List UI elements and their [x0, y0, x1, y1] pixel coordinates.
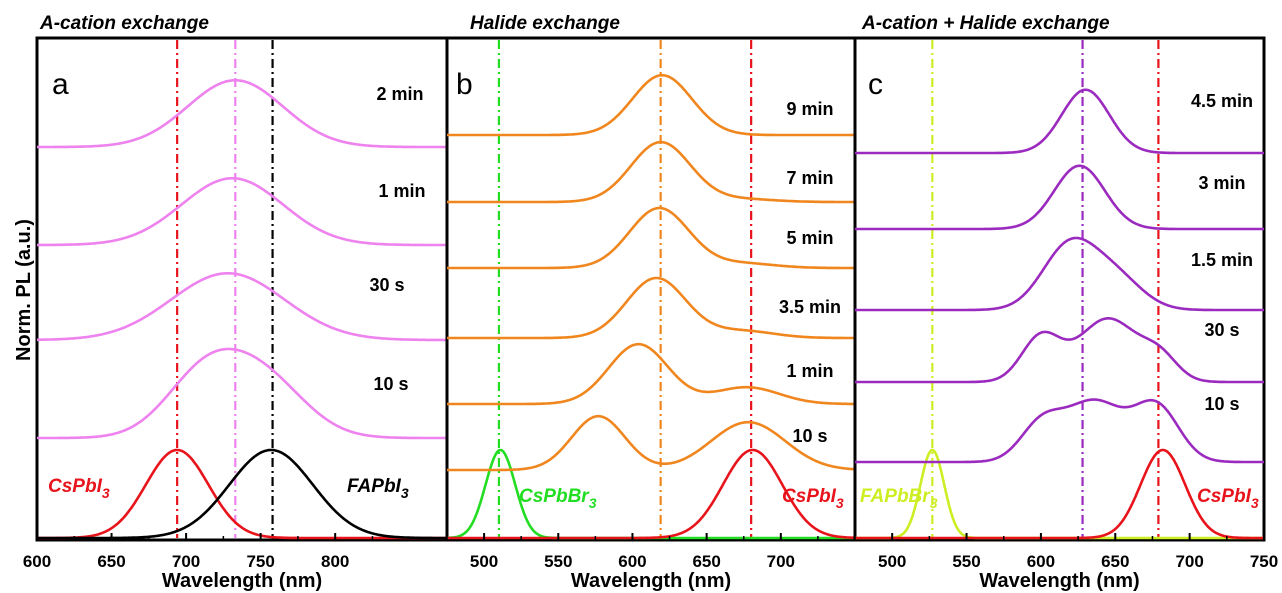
x-tick-label-c-3: 650 — [1101, 552, 1129, 571]
time-label-b-0: 10 s — [792, 426, 827, 446]
reference-label-c-0: FAPbBr3 — [860, 486, 938, 511]
panel-a: A-cation exchange a CsPbI3 FAPbI3 10 s 30 s 1 … — [23, 13, 449, 592]
x-tick-label-b-4: 700 — [767, 552, 795, 571]
x-tick-label-c-1: 550 — [952, 552, 980, 571]
time-label-b-4: 7 min — [786, 168, 833, 188]
y-axis-label: Norm. PL (a.u.) — [13, 219, 35, 361]
panel-letter-c: c — [868, 68, 883, 101]
x-tick-label-a-0: 600 — [23, 552, 51, 571]
reference-label-b-1: CsPbI3 — [782, 486, 844, 511]
spectrum-trace-a-0 — [37, 347, 447, 440]
spectrum-trace-b-1 — [447, 342, 855, 406]
panel-title-c: A-cation + Halide exchange — [861, 13, 1110, 34]
panel-title-a: A-cation exchange — [39, 13, 209, 34]
x-tick-label-b-0: 500 — [470, 552, 498, 571]
reference-label-a-0: CsPbI3 — [48, 476, 110, 501]
x-tick-label-b-3: 650 — [692, 552, 720, 571]
spectrum-trace-c-4 — [855, 88, 1264, 155]
x-tick-label-a-2: 700 — [172, 552, 200, 571]
spectrum-trace-c-1 — [855, 317, 1264, 384]
time-label-a-3: 2 min — [376, 84, 423, 104]
spectrum-trace-b-5 — [447, 73, 855, 137]
spectrum-trace-c-3 — [855, 164, 1264, 231]
time-label-c-1: 30 s — [1204, 320, 1239, 340]
x-tick-label-c-5: 750 — [1250, 552, 1278, 571]
panel-c: A-cation + Halide exchange c FAPbBr3 CsPbI3… — [853, 13, 1278, 592]
x-tick-label-a-3: 750 — [246, 552, 274, 571]
reference-spectrum-b-1 — [447, 448, 855, 540]
x-axis-label-c: Wavelength (nm) — [979, 570, 1139, 592]
x-tick-label-a-4: 800 — [321, 552, 349, 571]
panel-b: Halide exchange b CsPbBr3 CsPbI3 10 s 1 min 3.… — [445, 13, 857, 592]
time-label-c-2: 1.5 min — [1191, 250, 1253, 270]
spectrum-trace-a-3 — [37, 79, 447, 149]
time-label-a-0: 10 s — [373, 374, 408, 394]
spectrum-trace-c-2 — [855, 236, 1264, 312]
spectrum-trace-c-0 — [855, 398, 1264, 464]
x-tick-label-b-1: 550 — [544, 552, 572, 571]
x-tick-label-c-0: 500 — [878, 552, 906, 571]
x-tick-label-c-2: 600 — [1027, 552, 1055, 571]
x-axis-label-b: Wavelength (nm) — [571, 570, 731, 592]
panel-title-b: Halide exchange — [470, 13, 620, 34]
spectrum-trace-a-2 — [37, 177, 447, 247]
reference-label-a-1: FAPbI3 — [347, 476, 409, 501]
spectrum-trace-b-3 — [447, 206, 855, 270]
time-label-a-2: 1 min — [378, 181, 425, 201]
reference-label-b-0: CsPbBr3 — [519, 486, 597, 511]
reference-spectrum-a-1 — [37, 448, 447, 540]
x-tick-label-b-2: 600 — [618, 552, 646, 571]
time-label-b-5: 9 min — [786, 99, 833, 119]
time-label-c-4: 4.5 min — [1191, 91, 1253, 111]
spectrum-trace-b-0 — [447, 414, 855, 472]
panel-letter-b: b — [456, 68, 473, 101]
time-label-b-1: 1 min — [786, 361, 833, 381]
panel-letter-a: a — [52, 68, 69, 101]
spectrum-trace-b-2 — [447, 276, 855, 340]
x-tick-label-c-4: 700 — [1175, 552, 1203, 571]
spectrum-trace-b-4 — [447, 140, 855, 204]
reference-label-c-1: CsPbI3 — [1197, 486, 1259, 511]
time-label-b-3: 5 min — [786, 228, 833, 248]
time-label-c-3: 3 min — [1198, 173, 1245, 193]
reference-spectrum-a-0 — [37, 448, 447, 540]
spectrum-trace-a-1 — [37, 272, 447, 342]
x-tick-label-a-1: 650 — [97, 552, 125, 571]
time-label-c-0: 10 s — [1204, 394, 1239, 414]
time-label-b-2: 3.5 min — [779, 297, 841, 317]
plot-frame-c — [853, 36, 1266, 542]
x-axis-label-a: Wavelength (nm) — [162, 570, 322, 592]
time-label-a-1: 30 s — [369, 275, 404, 295]
reference-spectrum-c-1 — [855, 448, 1264, 540]
